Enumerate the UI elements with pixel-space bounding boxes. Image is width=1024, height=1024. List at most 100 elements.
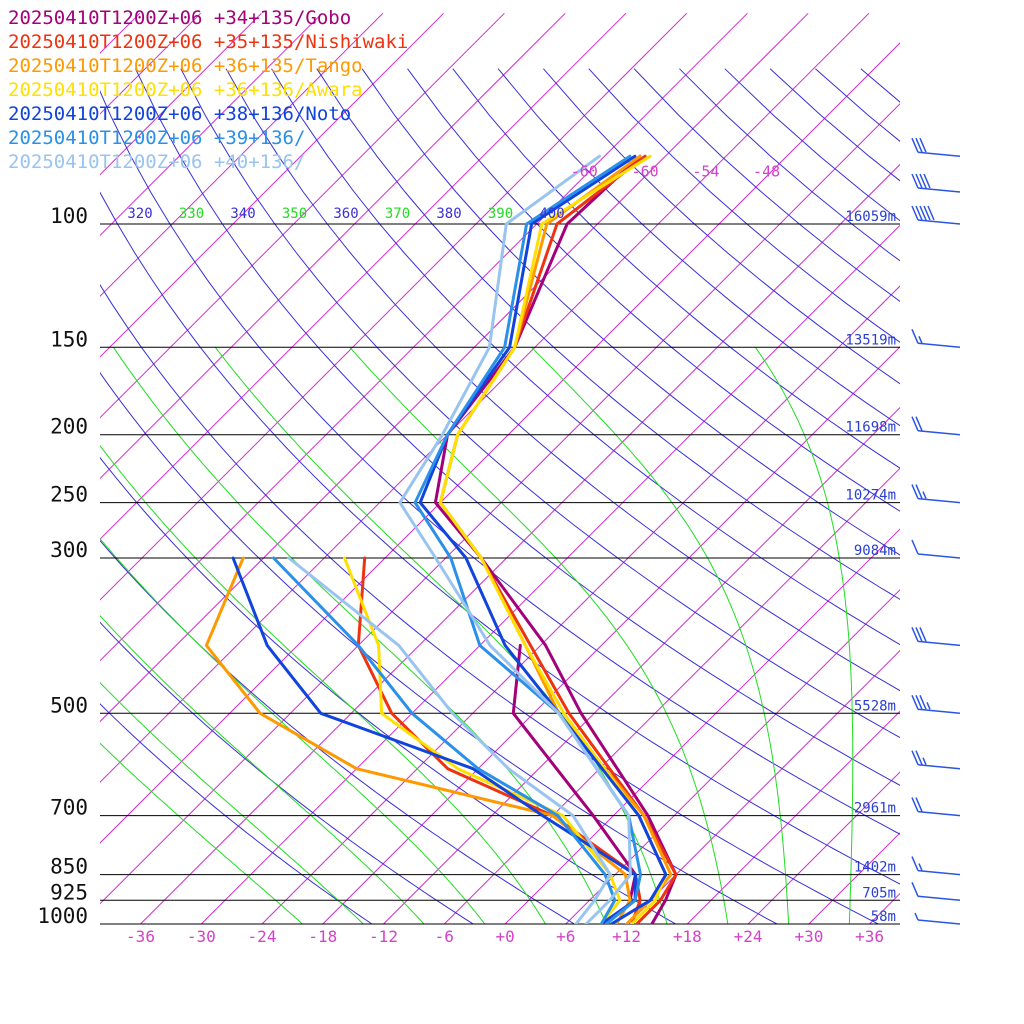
temperature-profile-line xyxy=(438,154,678,924)
moist-adiabat-line xyxy=(531,346,790,924)
isotherm-line xyxy=(100,12,809,723)
temperature-tick-label: -24 xyxy=(248,927,277,946)
upper-isotherm-label: -60 xyxy=(571,162,598,180)
wind-barb xyxy=(911,137,961,157)
temperature-tick-label: +36 xyxy=(855,927,884,946)
isotherm-line xyxy=(100,12,566,480)
wind-barb xyxy=(911,797,961,817)
dry-adiabat-line xyxy=(271,68,900,646)
temperature-tick-label: -6 xyxy=(435,927,454,946)
moist-adiabat-line xyxy=(100,537,486,924)
theta-label: 390 xyxy=(488,206,513,222)
isotherm-line xyxy=(100,42,900,844)
dry-adiabat-line xyxy=(100,191,900,885)
isotherm-line xyxy=(100,103,900,905)
temperature-tick-label: -30 xyxy=(187,927,216,946)
isotherm-line xyxy=(100,12,384,297)
dry-adiabat-line xyxy=(100,89,900,835)
isotherm-line xyxy=(322,346,900,924)
height-label: 2961m xyxy=(854,801,896,817)
dry-adiabat-line xyxy=(769,68,900,182)
temperature-tick-label: +12 xyxy=(612,927,641,946)
height-label: 705m xyxy=(862,885,896,901)
theta-label: 360 xyxy=(333,206,358,222)
theta-label: 330 xyxy=(179,206,204,222)
pressure-tick-label: 100 xyxy=(50,204,88,228)
wind-barb xyxy=(911,329,961,349)
wind-barb xyxy=(911,695,961,715)
height-label: 1402m xyxy=(854,860,896,876)
height-label: 13519m xyxy=(845,332,896,348)
dry-adiabat-line xyxy=(100,703,373,924)
legend-entry: 20250410T1200Z+06 +40+136/ xyxy=(8,151,305,173)
theta-label: 320 xyxy=(127,206,152,222)
temperature-tick-label: +30 xyxy=(794,927,823,946)
dry-adiabat-line xyxy=(588,68,900,343)
wind-barb xyxy=(911,416,961,436)
isotherm-line xyxy=(100,12,688,601)
pressure-tick-label: 500 xyxy=(50,693,88,717)
legend-entry: 20250410T1200Z+06 +34+135/Gobo xyxy=(8,7,351,29)
height-label: 58m xyxy=(871,909,896,925)
dry-adiabat-line xyxy=(100,621,475,924)
height-label: 16059m xyxy=(845,209,896,225)
isotherm-line xyxy=(261,285,900,924)
pressure-tick-label: 925 xyxy=(50,880,88,904)
upper-isotherm-label: -60 xyxy=(632,162,659,180)
moist-adiabat-line xyxy=(754,347,854,924)
isotherm-line xyxy=(626,649,900,924)
moist-adiabat-line xyxy=(349,346,729,924)
temperature-tick-label: +18 xyxy=(673,927,702,946)
dry-adiabat-line xyxy=(633,68,900,302)
isotherm-line xyxy=(0,13,18,924)
isotherm-line xyxy=(100,12,141,54)
dry-adiabat-line xyxy=(361,68,900,556)
wind-barb xyxy=(911,627,961,647)
legend-entry: 20250410T1200Z+06 +36+136/Awara xyxy=(8,79,363,101)
dry-adiabat-line xyxy=(407,68,900,512)
pressure-tick-label: 200 xyxy=(50,415,88,439)
isotherm-line xyxy=(100,12,505,419)
temperature-tick-label: +0 xyxy=(495,927,514,946)
wind-barb xyxy=(911,856,961,876)
isotherm-line xyxy=(0,13,79,924)
pressure-tick-label: 150 xyxy=(50,327,88,351)
temperature-tick-label: -18 xyxy=(308,927,337,946)
isotherm-line xyxy=(100,12,870,783)
theta-label: 350 xyxy=(282,206,307,222)
isotherm-line xyxy=(747,771,900,924)
height-label: 5528m xyxy=(854,698,896,714)
dewpoint-profile-line xyxy=(204,556,632,924)
temperature-tick-label: -36 xyxy=(126,927,155,946)
isotherm-line xyxy=(200,224,900,924)
temperature-profile-line xyxy=(398,154,632,924)
dewpoint-profile-line xyxy=(287,556,612,924)
isotherm-line xyxy=(100,12,323,237)
moist-adiabat-line xyxy=(100,614,425,924)
legend-entry: 20250410T1200Z+06 +39+136/ xyxy=(8,127,305,149)
pressure-tick-label: 700 xyxy=(50,796,88,820)
wind-barb xyxy=(911,484,961,504)
temperature-profile-line xyxy=(418,154,668,924)
isotherm-line xyxy=(565,589,900,924)
theta-label: 380 xyxy=(436,206,461,222)
dry-adiabat-line xyxy=(316,68,900,600)
theta-label: 370 xyxy=(385,206,410,222)
dry-adiabat-line xyxy=(100,284,880,924)
dewpoint-profile-line xyxy=(511,643,637,902)
pressure-tick-label: 300 xyxy=(50,538,88,562)
wind-barb xyxy=(914,912,961,925)
wind-barb xyxy=(911,205,961,225)
upper-isotherm-label: -54 xyxy=(692,162,719,180)
temperature-profile-line xyxy=(413,154,642,924)
dry-adiabat-line xyxy=(100,539,576,924)
isotherm-line xyxy=(869,892,900,924)
pressure-tick-label: 850 xyxy=(50,855,88,879)
isotherm-line xyxy=(100,12,748,662)
legend-entry: 20250410T1200Z+06 +36+135/Tango xyxy=(8,55,363,77)
dry-adiabat-line xyxy=(100,456,677,924)
legend-entry: 20250410T1200Z+06 +35+135/Nishiwaki xyxy=(8,31,408,53)
moist-adiabat-line xyxy=(100,681,364,924)
isotherm-line xyxy=(383,406,900,924)
dry-adiabat-line xyxy=(180,68,900,739)
